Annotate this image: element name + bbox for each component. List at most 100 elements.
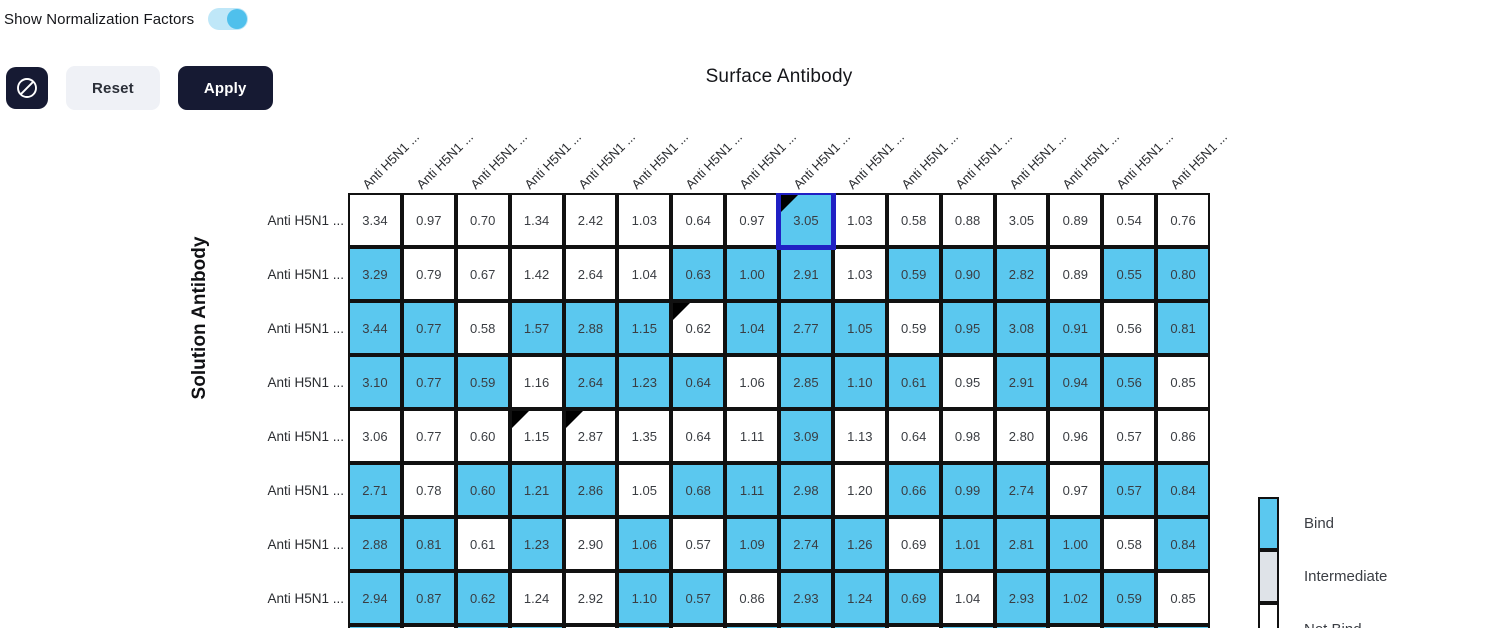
heatmap-cell[interactable]: 0.57: [671, 571, 726, 625]
heatmap-cell[interactable]: 0.84: [1156, 517, 1210, 571]
heatmap-cell[interactable]: 2.64: [563, 355, 618, 409]
heatmap-cell[interactable]: 3.29: [348, 247, 402, 301]
heatmap-cell[interactable]: 0.68: [671, 463, 726, 517]
heatmap-cell[interactable]: [563, 625, 618, 628]
heatmap-cell[interactable]: 2.93: [779, 571, 833, 625]
heatmap-cell[interactable]: 0.63: [671, 247, 726, 301]
heatmap-cell[interactable]: 1.00: [1048, 517, 1103, 571]
heatmap-cell[interactable]: 0.56: [1102, 355, 1157, 409]
heatmap-cell[interactable]: 0.57: [1102, 409, 1157, 463]
heatmap-cell[interactable]: 0.95: [940, 301, 995, 355]
heatmap-cell[interactable]: 0.87: [401, 571, 456, 625]
heatmap-cell[interactable]: 3.34: [348, 193, 402, 247]
heatmap-cell[interactable]: 1.15: [509, 409, 564, 463]
heatmap-cell[interactable]: 2.74: [994, 463, 1049, 517]
heatmap-cell[interactable]: 0.97: [401, 193, 456, 247]
heatmap-cell[interactable]: 0.59: [886, 301, 941, 355]
heatmap-cell[interactable]: 0.98: [940, 409, 995, 463]
heatmap-cell[interactable]: 2.93: [994, 571, 1049, 625]
heatmap-cell[interactable]: 3.09: [779, 409, 833, 463]
heatmap-cell[interactable]: 0.58: [1102, 517, 1157, 571]
heatmap-cell[interactable]: 0.88: [940, 193, 995, 247]
heatmap-cell[interactable]: 1.23: [617, 355, 672, 409]
heatmap-cell[interactable]: 0.76: [1156, 193, 1210, 247]
heatmap-cell[interactable]: 1.04: [725, 301, 779, 355]
heatmap-cell[interactable]: 0.77: [401, 409, 456, 463]
heatmap-cell[interactable]: 0.66: [886, 463, 941, 517]
heatmap-cell[interactable]: 0.91: [1048, 301, 1103, 355]
heatmap-cell[interactable]: 0.64: [886, 409, 941, 463]
heatmap-cell[interactable]: 1.15: [617, 301, 672, 355]
heatmap-cell[interactable]: 0.59: [1102, 571, 1157, 625]
heatmap-cell[interactable]: 1.11: [725, 409, 779, 463]
heatmap-cell[interactable]: 0.90: [940, 247, 995, 301]
apply-button[interactable]: Apply: [177, 66, 273, 110]
heatmap-cell[interactable]: [1048, 625, 1103, 628]
heatmap-cell[interactable]: [509, 625, 564, 628]
heatmap-cell[interactable]: 3.05: [994, 193, 1049, 247]
heatmap-cell[interactable]: [940, 625, 995, 628]
heatmap-cell[interactable]: 1.03: [832, 247, 887, 301]
heatmap-cell[interactable]: 0.62: [455, 571, 510, 625]
block-button[interactable]: [6, 67, 48, 109]
heatmap-cell[interactable]: [617, 625, 672, 628]
heatmap-cell[interactable]: 0.70: [455, 193, 510, 247]
heatmap-cell[interactable]: 0.67: [455, 247, 510, 301]
heatmap-cell[interactable]: 1.04: [940, 571, 995, 625]
heatmap-cell[interactable]: 0.78: [401, 463, 456, 517]
heatmap-cell[interactable]: 1.16: [509, 355, 564, 409]
heatmap-cell[interactable]: [1156, 625, 1210, 628]
heatmap-cell[interactable]: [886, 625, 941, 628]
heatmap-cell[interactable]: [832, 625, 887, 628]
heatmap-cell[interactable]: 1.10: [832, 355, 887, 409]
heatmap-cell[interactable]: 1.35: [617, 409, 672, 463]
heatmap-cell[interactable]: 2.42: [563, 193, 618, 247]
heatmap-cell[interactable]: 2.91: [779, 247, 833, 301]
heatmap-cell[interactable]: 2.71: [348, 463, 402, 517]
heatmap-cell[interactable]: 2.91: [994, 355, 1049, 409]
heatmap-cell[interactable]: 0.59: [455, 355, 510, 409]
heatmap-cell[interactable]: 0.69: [886, 517, 941, 571]
heatmap-cell[interactable]: 2.87: [563, 409, 618, 463]
heatmap-cell[interactable]: 1.13: [832, 409, 887, 463]
heatmap-cell[interactable]: 0.64: [671, 409, 726, 463]
heatmap-cell[interactable]: 2.88: [348, 517, 402, 571]
heatmap-cell[interactable]: 0.69: [886, 571, 941, 625]
heatmap-cell[interactable]: 0.59: [886, 247, 941, 301]
heatmap-cell[interactable]: 1.10: [617, 571, 672, 625]
heatmap-cell[interactable]: 0.61: [455, 517, 510, 571]
heatmap-cell[interactable]: 2.77: [779, 301, 833, 355]
heatmap-cell[interactable]: 1.03: [832, 193, 887, 247]
heatmap-cell[interactable]: 0.84: [1156, 463, 1210, 517]
heatmap-cell[interactable]: 3.44: [348, 301, 402, 355]
heatmap-cell[interactable]: 1.06: [617, 517, 672, 571]
heatmap-cell[interactable]: 0.58: [455, 301, 510, 355]
heatmap-cell[interactable]: 0.77: [401, 355, 456, 409]
heatmap-cell[interactable]: 0.61: [886, 355, 941, 409]
heatmap-cell[interactable]: 0.81: [401, 517, 456, 571]
heatmap-cell[interactable]: 0.55: [1102, 247, 1157, 301]
heatmap-cell[interactable]: 1.02: [1048, 571, 1103, 625]
heatmap-cell[interactable]: 3.06: [348, 409, 402, 463]
heatmap-cell[interactable]: 0.89: [1048, 247, 1103, 301]
heatmap-cell[interactable]: 0.97: [725, 193, 779, 247]
heatmap-cell[interactable]: 0.57: [671, 517, 726, 571]
heatmap-cell[interactable]: 0.56: [1102, 301, 1157, 355]
heatmap-cell[interactable]: 1.05: [617, 463, 672, 517]
heatmap-cell[interactable]: 1.57: [509, 301, 564, 355]
heatmap-cell[interactable]: 0.64: [671, 193, 726, 247]
heatmap-cell[interactable]: 1.34: [509, 193, 564, 247]
heatmap-cell[interactable]: 0.96: [1048, 409, 1103, 463]
heatmap-cell[interactable]: 0.86: [1156, 409, 1210, 463]
heatmap-cell[interactable]: 0.57: [1102, 463, 1157, 517]
heatmap-cell[interactable]: 0.62: [671, 301, 726, 355]
heatmap-cell[interactable]: [725, 625, 779, 628]
heatmap-cell[interactable]: 0.97: [1048, 463, 1103, 517]
heatmap-cell[interactable]: 2.94: [348, 571, 402, 625]
heatmap-cell[interactable]: 1.24: [832, 571, 887, 625]
heatmap-cell[interactable]: [671, 625, 726, 628]
heatmap-cell[interactable]: 1.01: [940, 517, 995, 571]
heatmap-cell[interactable]: 1.00: [725, 247, 779, 301]
heatmap-cell[interactable]: 1.21: [509, 463, 564, 517]
heatmap-grid[interactable]: 3.34 0.97 0.70 1.34 2.42 1.03 0.64 0.97 3.05 1.03…: [348, 193, 1210, 628]
